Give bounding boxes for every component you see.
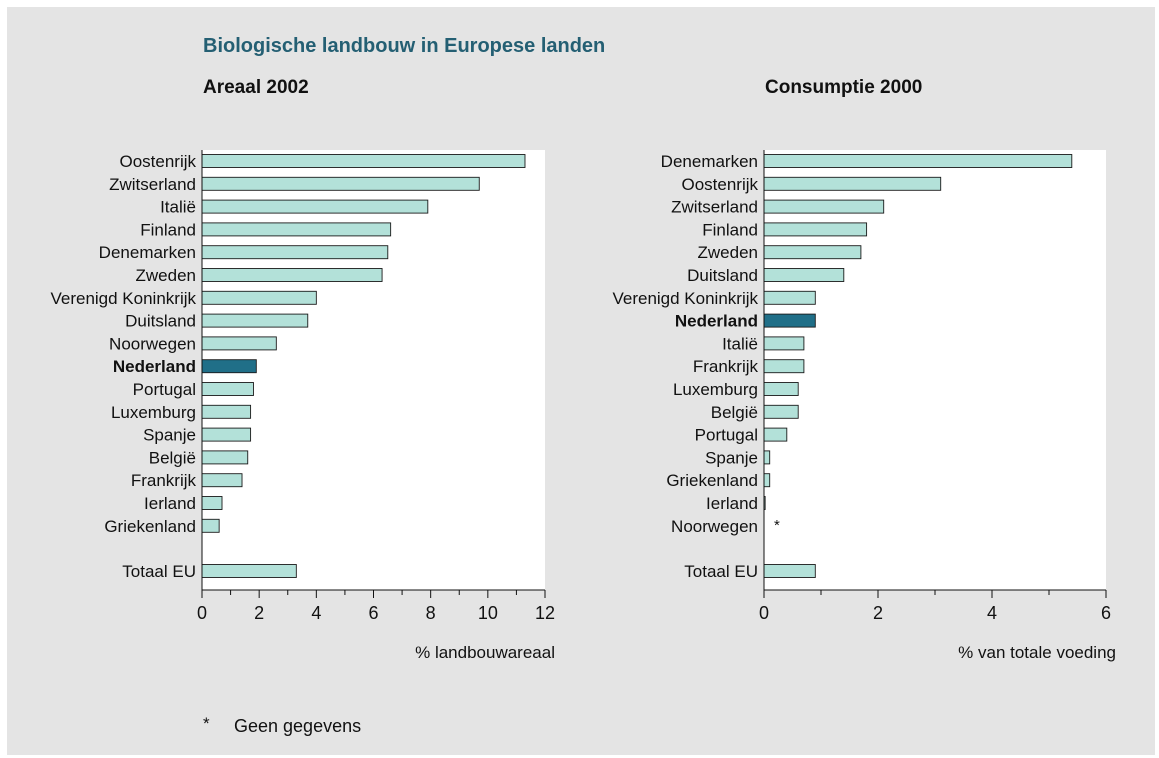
left-category-label: Zwitserland (109, 175, 196, 194)
right-bar (763, 313, 816, 328)
left-bar (201, 245, 389, 260)
right-bar (763, 450, 771, 465)
right-bar (763, 268, 845, 282)
right-bar (763, 222, 868, 237)
left-bar (201, 268, 383, 282)
right-tick-label: 0 (759, 603, 769, 623)
right-category-label: Griekenland (666, 471, 758, 490)
left-category-label: Finland (140, 220, 196, 239)
left-bar (201, 427, 252, 442)
left-tick-label: 0 (197, 603, 207, 623)
right-bar (763, 473, 771, 488)
left-category-label: Totaal EU (122, 562, 196, 581)
left-category-label: Griekenland (104, 517, 196, 536)
right-category-label: Zwitserland (671, 198, 758, 217)
left-category-label: Noorwegen (109, 334, 196, 353)
right-category-label: Nederland (675, 312, 758, 331)
left-bar (201, 222, 392, 237)
left-category-label: Verenigd Koninkrijk (50, 289, 196, 308)
left-bar (201, 496, 223, 510)
right-x-axis-label: % van totale voeding (958, 643, 1116, 662)
left-category-label: Duitsland (125, 312, 196, 331)
right-category-label: Finland (702, 220, 758, 239)
left-bar (201, 382, 254, 396)
right-category-label: België (711, 403, 758, 422)
left-tick-label: 12 (535, 603, 555, 623)
right-category-label: Ierland (706, 494, 758, 513)
right-bar (763, 404, 799, 419)
right-bar (763, 290, 816, 305)
left-bar (201, 290, 317, 305)
right-bar (763, 245, 862, 260)
left-tick-label: 2 (254, 603, 264, 623)
right-category-label: Spanje (705, 448, 758, 467)
right-bar (763, 154, 1073, 168)
right-tick-label: 4 (987, 603, 997, 623)
left-bar (201, 176, 480, 191)
left-category-label: Portugal (133, 380, 196, 399)
right-category-label: Italië (722, 334, 758, 353)
right-category-label: Luxemburg (673, 380, 758, 399)
footnote-mark: * (203, 714, 210, 733)
right-category-label: Oostenrijk (681, 175, 758, 194)
right-bar (763, 199, 885, 214)
right-bar (763, 564, 816, 578)
right-bar (763, 176, 942, 191)
right-plot-area (764, 150, 1106, 590)
left-x-axis-label: % landbouwareaal (415, 643, 555, 662)
left-tick-label: 8 (426, 603, 436, 623)
right-bar (763, 336, 805, 351)
right-tick-label: 2 (873, 603, 883, 623)
left-bar (201, 313, 309, 328)
left-tick-label: 10 (478, 603, 498, 623)
left-category-label: België (149, 448, 196, 467)
left-tick-label: 6 (368, 603, 378, 623)
left-bar (201, 473, 243, 488)
left-category-label: Italië (160, 198, 196, 217)
left-bar (201, 518, 220, 533)
left-category-label: Nederland (113, 357, 196, 376)
left-category-label: Zweden (136, 266, 196, 285)
left-bar (201, 450, 249, 465)
right-category-label: Duitsland (687, 266, 758, 285)
left-chart-title: Areaal 2002 (203, 77, 309, 98)
left-category-label: Ierland (144, 494, 196, 513)
right-category-label: Portugal (695, 426, 758, 445)
right-bar (763, 427, 788, 442)
left-bar (201, 404, 252, 419)
right-category-label: Totaal EU (684, 562, 758, 581)
left-bar (201, 564, 297, 578)
left-category-label: Denemarken (99, 243, 196, 262)
left-category-label: Frankrijk (131, 471, 197, 490)
left-category-label: Spanje (143, 426, 196, 445)
right-bar (763, 359, 805, 374)
chart-main-title: Biologische landbouw in Europese landen (203, 35, 606, 57)
right-category-label: Frankrijk (693, 357, 759, 376)
left-bar (201, 359, 257, 374)
right-category-label: Noorwegen (671, 517, 758, 536)
right-tick-label: 6 (1101, 603, 1111, 623)
right-chart-title: Consumptie 2000 (765, 77, 923, 98)
left-bar (201, 199, 429, 214)
right-category-label: Verenigd Koninkrijk (612, 289, 758, 308)
right-no-data-mark: * (774, 517, 780, 534)
right-category-label: Denemarken (661, 152, 758, 171)
right-category-label: Zweden (698, 243, 758, 262)
left-bar (201, 336, 277, 351)
left-category-label: Luxemburg (111, 403, 196, 422)
footnote-text: Geen gegevens (234, 716, 362, 736)
left-bar (201, 154, 526, 168)
left-category-label: Oostenrijk (119, 152, 196, 171)
left-tick-label: 4 (311, 603, 321, 623)
right-bar (763, 382, 799, 396)
